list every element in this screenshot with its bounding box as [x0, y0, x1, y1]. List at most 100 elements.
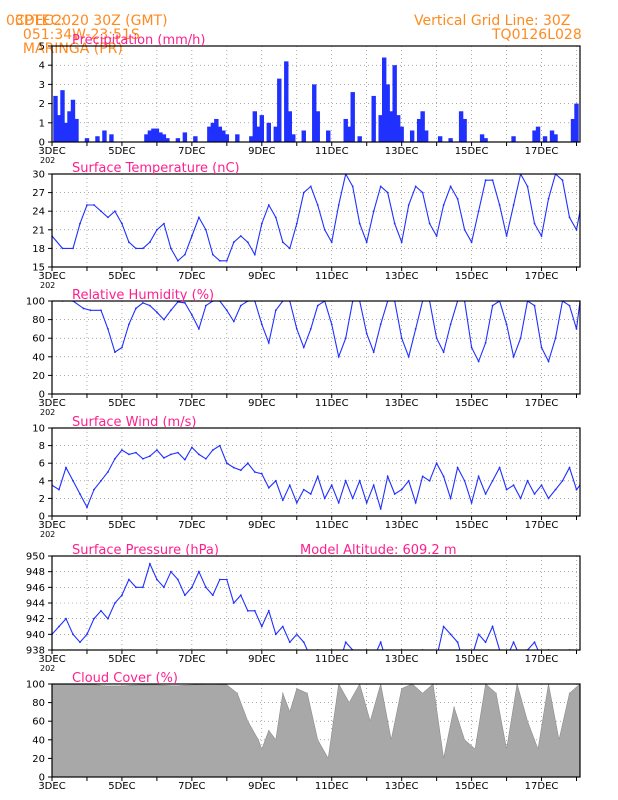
temp-point [533, 222, 536, 225]
pres-point [520, 657, 522, 659]
temp-point [79, 222, 81, 225]
cloud-point [442, 757, 445, 760]
y-tick-label: 18 [32, 244, 45, 255]
pres-point [555, 665, 557, 667]
y-tick-label: 10 [32, 424, 45, 435]
cloud-point [348, 701, 351, 704]
temp-point [442, 204, 445, 206]
pres-point [512, 641, 515, 644]
pres-point [225, 578, 228, 581]
wind-point [456, 466, 459, 469]
panel-wind: 0 2 4 6 8 10 [32, 424, 581, 523]
temp-point [253, 253, 256, 256]
pres-point [93, 617, 95, 620]
x-day-label: 5DEC [108, 654, 135, 665]
cloud-point [236, 692, 239, 695]
precip-bar [395, 115, 401, 142]
temp-point [505, 235, 508, 237]
precip-bar [109, 134, 114, 142]
precip-bar [448, 138, 453, 142]
wind-point [288, 484, 291, 487]
pres-point [456, 641, 459, 644]
precip-bar [60, 90, 65, 142]
corner-year-label: 202 [40, 408, 55, 417]
temp-point [561, 179, 564, 182]
pres-point [58, 625, 60, 628]
rh-point [547, 360, 550, 363]
pres-point [484, 641, 487, 644]
temp-point [267, 204, 270, 206]
temp-point [386, 191, 389, 194]
x-day-label: 9DEC [248, 146, 275, 157]
rh-point [400, 337, 403, 340]
wind-point [135, 451, 137, 454]
wind-point [330, 484, 333, 487]
x-day-label: 15DEC [455, 398, 489, 409]
plot-frame [51, 173, 581, 268]
cloud-point [261, 748, 263, 750]
temp-point [260, 222, 263, 225]
temp-point [484, 179, 487, 182]
y-tick-label: 942 [26, 614, 45, 625]
precip-bar [235, 134, 240, 142]
pres-point [274, 633, 277, 636]
model-label: TQ0126L028 [492, 27, 582, 43]
wind-point [561, 479, 564, 482]
precip-bar [193, 136, 198, 142]
wind-point [93, 488, 95, 491]
y-tick-label: 80 [32, 698, 45, 709]
panel-rh: 0 20 40 60 80 100 [26, 297, 581, 401]
x-day-label: 5DEC [108, 146, 135, 157]
precip-bar [102, 130, 107, 142]
rh-point [267, 341, 270, 344]
cloud-point [316, 739, 319, 741]
precip-bar [315, 111, 320, 142]
pres-point [121, 594, 123, 597]
precip-bar [326, 130, 331, 142]
wind-point [442, 475, 445, 478]
temp-point [316, 204, 319, 206]
x-day-label: 5DEC [108, 781, 135, 792]
precip-bar [63, 122, 69, 142]
wind-point [323, 497, 326, 500]
rh-point [442, 351, 445, 354]
precip-bar [273, 126, 278, 142]
x-day-label: 17DEC [525, 398, 559, 409]
corner-year-label: 202 [40, 664, 55, 673]
rh-point [274, 309, 277, 312]
rh-point [260, 323, 263, 326]
precip-bar [256, 126, 261, 142]
wind-point [540, 484, 543, 487]
wind-point [533, 493, 536, 495]
y-tick-label: 24 [32, 207, 45, 218]
plot-frame [51, 45, 581, 143]
precip-bar [532, 130, 537, 142]
precip-bar [175, 138, 181, 142]
wind-point [183, 458, 186, 461]
wind-point [435, 462, 438, 465]
y-tick-label: 40 [32, 352, 45, 363]
rh-point [435, 337, 438, 340]
temp-point [491, 179, 494, 182]
rh-point [344, 337, 347, 340]
y-tick-label: 940 [26, 630, 45, 641]
rh-point [477, 360, 480, 363]
temp-point [169, 247, 172, 250]
pres-point [387, 665, 389, 667]
y-tick-label: 0 [39, 773, 45, 784]
precip-bar [284, 61, 289, 142]
x-day-label: 11DEC [315, 781, 349, 792]
wind-point [197, 453, 200, 456]
rh-point [114, 351, 116, 354]
rh-point [533, 304, 536, 307]
wind-line [52, 444, 580, 510]
rh-point [568, 304, 571, 307]
rh-point [379, 323, 382, 326]
precip-bar [458, 111, 464, 142]
rh-point [575, 328, 578, 330]
precip-bar [574, 103, 579, 142]
wind-point [121, 449, 123, 451]
cloud-point [537, 748, 539, 750]
y-tick-label: 80 [32, 315, 45, 326]
